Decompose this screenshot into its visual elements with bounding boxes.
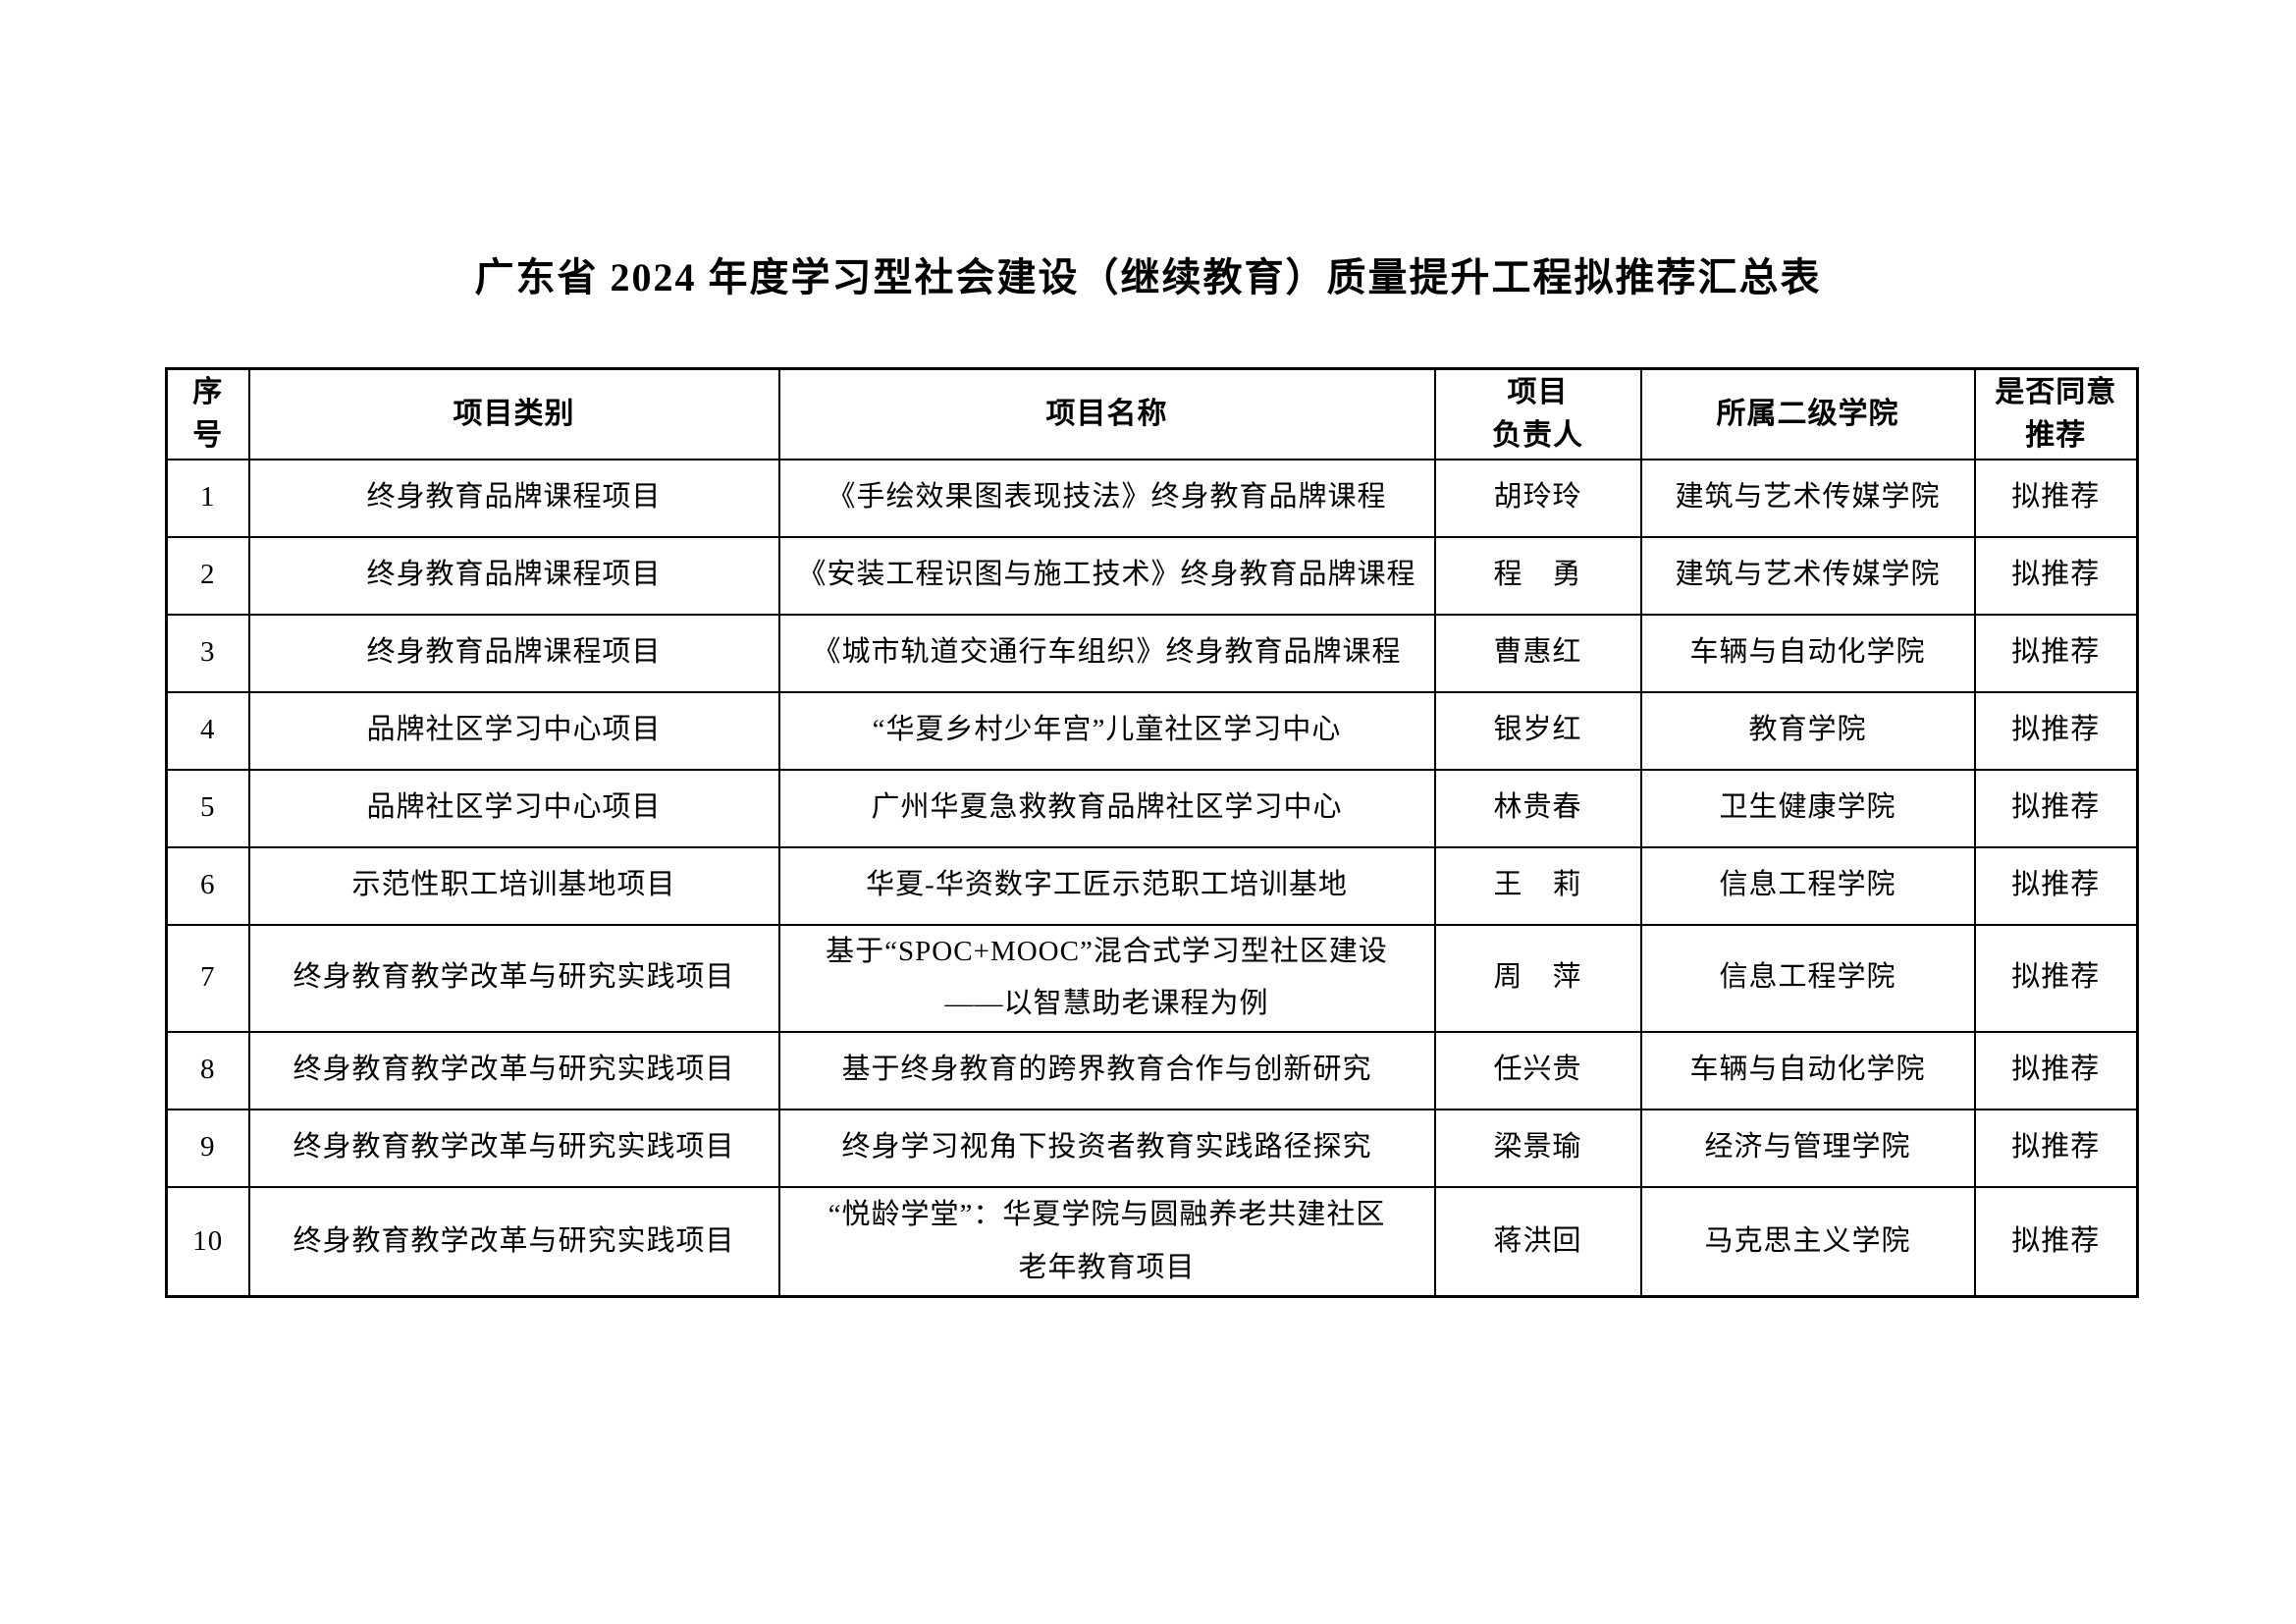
cell-leader: 程 勇 <box>1433 535 1642 616</box>
header-row: 序 号 项目类别 项目名称 项目 负责人 所属二级学院 是否同意 推荐 <box>165 367 2139 460</box>
cell-recommend: 拟推荐 <box>1973 535 2139 616</box>
cell-category: 终身教育品牌课程项目 <box>247 458 780 538</box>
header-cell-recommend: 是否同意 推荐 <box>1973 367 2139 460</box>
summary-table: 序 号 项目类别 项目名称 项目 负责人 所属二级学院 是否同意 推荐 1 终身… <box>165 367 2139 1299</box>
cell-category: 终身教育品牌课程项目 <box>247 535 780 616</box>
table-row: 5 品牌社区学习中心项目 广州华夏急救教育品牌社区学习中心 林贵春 卫生健康学院… <box>165 768 2139 848</box>
cell-recommend: 拟推荐 <box>1973 1108 2139 1188</box>
cell-college: 经济与管理学院 <box>1639 1108 1976 1188</box>
cell-name: “悦龄学堂”：华夏学院与圆融养老共建社区 老年教育项目 <box>777 1185 1436 1298</box>
cell-leader: 周 萍 <box>1433 923 1642 1033</box>
cell-no: 10 <box>165 1185 250 1298</box>
cell-college: 建筑与艺术传媒学院 <box>1639 458 1976 538</box>
table-row: 9 终身教育教学改革与研究实践项目 终身学习视角下投资者教育实践路径探究 梁景瑜… <box>165 1108 2139 1188</box>
table-row: 2 终身教育品牌课程项目 《安装工程识图与施工技术》终身教育品牌课程 程 勇 建… <box>165 535 2139 616</box>
cell-college: 信息工程学院 <box>1639 923 1976 1033</box>
cell-no: 5 <box>165 768 250 848</box>
cell-no: 3 <box>165 613 250 693</box>
cell-recommend: 拟推荐 <box>1973 1185 2139 1298</box>
table-row: 6 示范性职工培训基地项目 华夏-华资数字工匠示范职工培训基地 王 莉 信息工程… <box>165 845 2139 926</box>
cell-no: 2 <box>165 535 250 616</box>
cell-category: 品牌社区学习中心项目 <box>247 768 780 848</box>
cell-college: 车辆与自动化学院 <box>1639 613 1976 693</box>
cell-leader: 曹惠红 <box>1433 613 1642 693</box>
header-cell-leader: 项目 负责人 <box>1433 367 1642 460</box>
cell-name: 基于“SPOC+MOOC”混合式学习型社区建设 ——以智慧助老课程为例 <box>777 923 1436 1033</box>
cell-category: 终身教育教学改革与研究实践项目 <box>247 1108 780 1188</box>
cell-college: 信息工程学院 <box>1639 845 1976 926</box>
cell-name: 《城市轨道交通行车组织》终身教育品牌课程 <box>777 613 1436 693</box>
table-row: 1 终身教育品牌课程项目 《手绘效果图表现技法》终身教育品牌课程 胡玲玲 建筑与… <box>165 458 2139 538</box>
cell-no: 1 <box>165 458 250 538</box>
cell-no: 4 <box>165 690 250 771</box>
cell-name: 《安装工程识图与施工技术》终身教育品牌课程 <box>777 535 1436 616</box>
cell-recommend: 拟推荐 <box>1973 923 2139 1033</box>
cell-name: 广州华夏急救教育品牌社区学习中心 <box>777 768 1436 848</box>
cell-recommend: 拟推荐 <box>1973 1030 2139 1110</box>
cell-no: 8 <box>165 1030 250 1110</box>
cell-no: 6 <box>165 845 250 926</box>
cell-no: 7 <box>165 923 250 1033</box>
cell-college: 教育学院 <box>1639 690 1976 771</box>
table-row: 4 品牌社区学习中心项目 “华夏乡村少年宫”儿童社区学习中心 银岁红 教育学院 … <box>165 690 2139 771</box>
cell-no: 9 <box>165 1108 250 1188</box>
cell-leader: 银岁红 <box>1433 690 1642 771</box>
table-row: 8 终身教育教学改革与研究实践项目 基于终身教育的跨界教育合作与创新研究 任兴贵… <box>165 1030 2139 1110</box>
cell-recommend: 拟推荐 <box>1973 768 2139 848</box>
cell-name: 华夏-华资数字工匠示范职工培训基地 <box>777 845 1436 926</box>
cell-category: 品牌社区学习中心项目 <box>247 690 780 771</box>
cell-name: “华夏乡村少年宫”儿童社区学习中心 <box>777 690 1436 771</box>
table-row: 7 终身教育教学改革与研究实践项目 基于“SPOC+MOOC”混合式学习型社区建… <box>165 923 2139 1033</box>
cell-college: 卫生健康学院 <box>1639 768 1976 848</box>
cell-name: 终身学习视角下投资者教育实践路径探究 <box>777 1108 1436 1188</box>
page-title: 广东省 2024 年度学习型社会建设（继续教育）质量提升工程拟推荐汇总表 <box>474 255 1822 299</box>
header-cell-name: 项目名称 <box>777 367 1436 460</box>
cell-category: 终身教育教学改革与研究实践项目 <box>247 1030 780 1110</box>
cell-category: 示范性职工培训基地项目 <box>247 845 780 926</box>
cell-leader: 任兴贵 <box>1433 1030 1642 1110</box>
cell-leader: 梁景瑜 <box>1433 1108 1642 1188</box>
header-cell-college: 所属二级学院 <box>1639 367 1976 460</box>
cell-college: 车辆与自动化学院 <box>1639 1030 1976 1110</box>
cell-leader: 王 莉 <box>1433 845 1642 926</box>
cell-leader: 胡玲玲 <box>1433 458 1642 538</box>
cell-category: 终身教育教学改革与研究实践项目 <box>247 923 780 1033</box>
cell-recommend: 拟推荐 <box>1973 613 2139 693</box>
cell-leader: 蒋洪回 <box>1433 1185 1642 1298</box>
table-row: 3 终身教育品牌课程项目 《城市轨道交通行车组织》终身教育品牌课程 曹惠红 车辆… <box>165 613 2139 693</box>
cell-leader: 林贵春 <box>1433 768 1642 848</box>
cell-recommend: 拟推荐 <box>1973 845 2139 926</box>
cell-category: 终身教育教学改革与研究实践项目 <box>247 1185 780 1298</box>
cell-category: 终身教育品牌课程项目 <box>247 613 780 693</box>
cell-recommend: 拟推荐 <box>1973 690 2139 771</box>
cell-name: 基于终身教育的跨界教育合作与创新研究 <box>777 1030 1436 1110</box>
cell-name: 《手绘效果图表现技法》终身教育品牌课程 <box>777 458 1436 538</box>
cell-recommend: 拟推荐 <box>1973 458 2139 538</box>
header-cell-no: 序 号 <box>165 367 250 460</box>
table-row: 10 终身教育教学改革与研究实践项目 “悦龄学堂”：华夏学院与圆融养老共建社区 … <box>165 1185 2139 1298</box>
cell-college: 马克思主义学院 <box>1639 1185 1976 1298</box>
cell-college: 建筑与艺术传媒学院 <box>1639 535 1976 616</box>
header-cell-category: 项目类别 <box>247 367 780 460</box>
